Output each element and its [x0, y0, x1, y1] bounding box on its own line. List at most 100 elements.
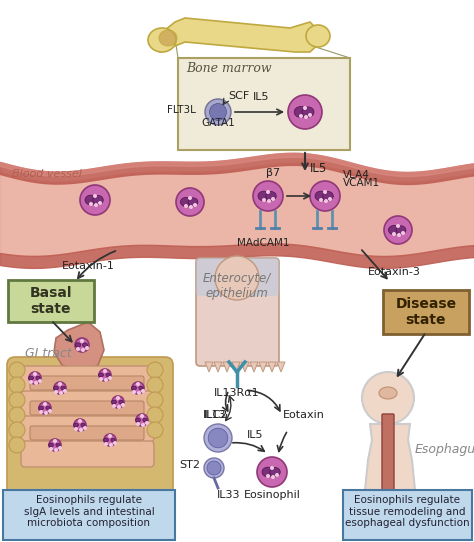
Circle shape [205, 99, 231, 125]
Ellipse shape [82, 343, 87, 347]
Circle shape [324, 199, 328, 203]
Ellipse shape [148, 28, 176, 52]
Circle shape [94, 203, 98, 207]
Circle shape [83, 426, 87, 430]
Ellipse shape [61, 386, 65, 390]
Circle shape [9, 377, 25, 393]
Circle shape [308, 113, 312, 117]
Circle shape [303, 106, 307, 110]
Text: IL5: IL5 [310, 162, 327, 175]
Circle shape [328, 197, 332, 201]
Circle shape [74, 419, 86, 431]
Polygon shape [277, 362, 285, 372]
Circle shape [43, 402, 47, 406]
Circle shape [323, 190, 327, 194]
Circle shape [38, 379, 42, 383]
Ellipse shape [139, 386, 143, 390]
Ellipse shape [36, 376, 40, 380]
Ellipse shape [73, 423, 78, 427]
Circle shape [310, 181, 340, 211]
Circle shape [193, 203, 197, 207]
Circle shape [80, 185, 110, 215]
Circle shape [257, 457, 287, 487]
Circle shape [9, 407, 25, 423]
Ellipse shape [302, 107, 314, 117]
Circle shape [204, 424, 232, 452]
Ellipse shape [379, 387, 397, 399]
Circle shape [271, 197, 275, 201]
Circle shape [33, 372, 37, 376]
Circle shape [208, 428, 228, 448]
Ellipse shape [306, 25, 330, 47]
Circle shape [54, 390, 58, 394]
Circle shape [271, 475, 275, 479]
Circle shape [113, 441, 117, 445]
Text: Eotaxin: Eotaxin [283, 410, 325, 420]
Text: Esophagus: Esophagus [415, 443, 474, 456]
Ellipse shape [38, 406, 44, 410]
Ellipse shape [111, 438, 115, 442]
Ellipse shape [28, 376, 33, 380]
Circle shape [58, 382, 62, 386]
Text: GATA1: GATA1 [201, 118, 235, 128]
Circle shape [108, 434, 112, 438]
Text: ILC2: ILC2 [204, 410, 228, 420]
FancyBboxPatch shape [21, 366, 154, 392]
Ellipse shape [54, 386, 58, 390]
Circle shape [103, 369, 107, 373]
Circle shape [270, 466, 274, 470]
Ellipse shape [181, 197, 191, 207]
Circle shape [184, 204, 188, 208]
Text: FLT3L: FLT3L [167, 105, 196, 115]
Text: GI tract: GI tract [25, 347, 72, 360]
FancyBboxPatch shape [7, 357, 173, 501]
Circle shape [49, 447, 53, 451]
Text: Eotaxin-3: Eotaxin-3 [368, 267, 421, 277]
Circle shape [53, 439, 57, 443]
Ellipse shape [315, 191, 327, 201]
Circle shape [137, 391, 141, 395]
Circle shape [145, 421, 149, 425]
Ellipse shape [270, 468, 280, 476]
Circle shape [48, 409, 52, 413]
Ellipse shape [396, 226, 406, 234]
Text: IL5: IL5 [253, 92, 269, 102]
Circle shape [215, 256, 259, 300]
Circle shape [266, 190, 270, 194]
Circle shape [99, 377, 103, 381]
Text: Basal
state: Basal state [30, 286, 72, 316]
Circle shape [99, 369, 111, 381]
Circle shape [147, 392, 163, 408]
Ellipse shape [159, 30, 177, 46]
Ellipse shape [388, 225, 400, 235]
Circle shape [141, 423, 145, 427]
Circle shape [204, 458, 224, 478]
Circle shape [9, 437, 25, 453]
FancyBboxPatch shape [343, 490, 472, 540]
Ellipse shape [75, 343, 81, 347]
Circle shape [29, 380, 33, 384]
Circle shape [116, 396, 120, 400]
FancyBboxPatch shape [21, 441, 154, 467]
Circle shape [39, 410, 43, 414]
Circle shape [98, 201, 102, 205]
Circle shape [266, 474, 270, 478]
Circle shape [147, 422, 163, 438]
Circle shape [63, 389, 67, 393]
Polygon shape [241, 362, 249, 372]
Polygon shape [155, 18, 325, 52]
Circle shape [384, 216, 412, 244]
Circle shape [108, 376, 112, 380]
FancyBboxPatch shape [21, 391, 154, 417]
Circle shape [104, 434, 116, 446]
Text: Eosinophil: Eosinophil [244, 490, 301, 500]
Ellipse shape [294, 106, 308, 118]
FancyBboxPatch shape [3, 490, 175, 540]
Circle shape [188, 196, 192, 200]
Ellipse shape [266, 191, 276, 201]
Text: MAdCAM1: MAdCAM1 [237, 238, 289, 248]
Circle shape [299, 114, 303, 118]
Circle shape [132, 390, 136, 394]
Circle shape [44, 411, 48, 415]
Circle shape [79, 428, 83, 432]
